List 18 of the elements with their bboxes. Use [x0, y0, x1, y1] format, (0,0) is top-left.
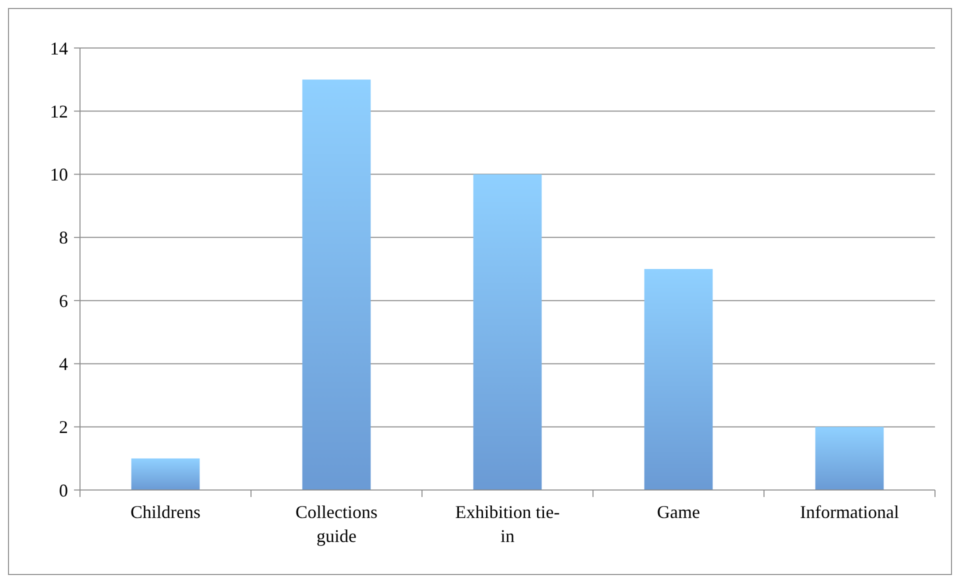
x-tick-label: Exhibition tie-in [455, 502, 560, 546]
bar [473, 174, 542, 490]
y-tick-label: 12 [50, 101, 68, 122]
y-tick-label: 6 [59, 290, 68, 311]
x-tick-label: Collections guide [296, 502, 378, 546]
y-tick-label: 8 [59, 228, 68, 248]
bar [644, 269, 713, 490]
y-tick-label: 10 [50, 164, 68, 185]
y-tick-label: 4 [59, 354, 68, 374]
y-tick-label: 14 [50, 38, 68, 58]
y-tick-label: 2 [59, 417, 68, 438]
y-tick-label: 0 [59, 480, 68, 500]
x-tick-label: Childrens [130, 502, 200, 522]
bar [815, 426, 884, 490]
bar [302, 80, 371, 490]
x-tick-label: Informational [800, 502, 899, 522]
x-tick-label: Game [657, 502, 700, 522]
bar [131, 458, 200, 490]
